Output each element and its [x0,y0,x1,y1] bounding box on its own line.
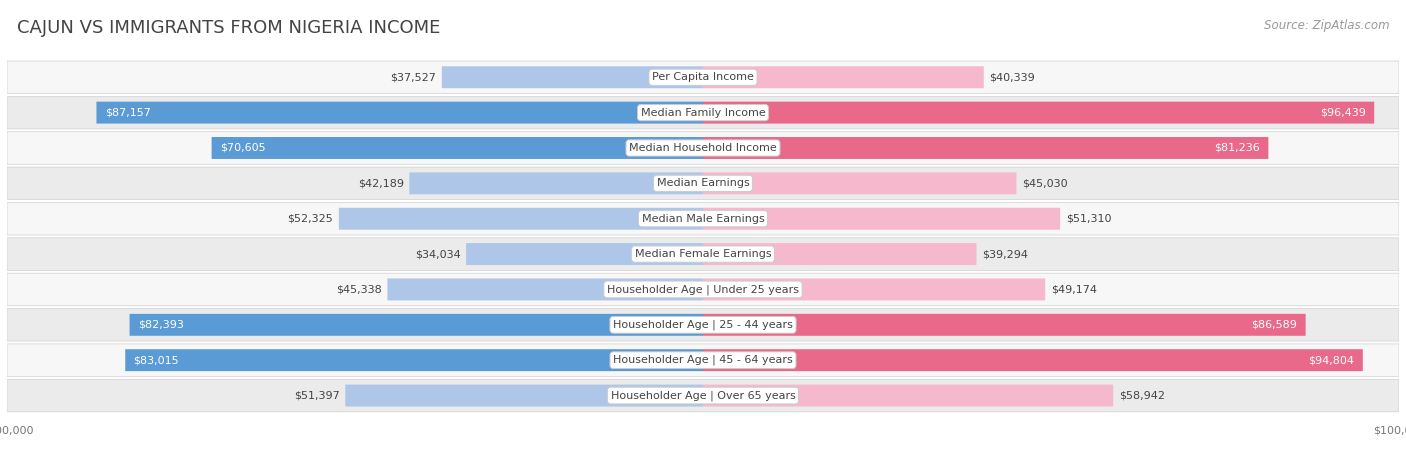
Text: Householder Age | 45 - 64 years: Householder Age | 45 - 64 years [613,355,793,366]
FancyBboxPatch shape [703,208,1060,230]
FancyBboxPatch shape [703,278,1045,300]
Text: $49,174: $49,174 [1050,284,1097,295]
FancyBboxPatch shape [346,385,703,406]
FancyBboxPatch shape [703,243,977,265]
Text: $51,310: $51,310 [1066,214,1111,224]
Text: Median Male Earnings: Median Male Earnings [641,214,765,224]
FancyBboxPatch shape [7,273,1399,306]
FancyBboxPatch shape [212,137,703,159]
FancyBboxPatch shape [7,203,1399,235]
FancyBboxPatch shape [97,102,703,124]
Text: $34,034: $34,034 [415,249,461,259]
FancyBboxPatch shape [7,61,1399,93]
Text: $70,605: $70,605 [219,143,266,153]
Text: Per Capita Income: Per Capita Income [652,72,754,82]
FancyBboxPatch shape [703,385,1114,406]
FancyBboxPatch shape [7,167,1399,199]
Text: $83,015: $83,015 [134,355,179,365]
Text: Median Family Income: Median Family Income [641,107,765,118]
FancyBboxPatch shape [7,344,1399,376]
Text: $45,030: $45,030 [1022,178,1067,188]
FancyBboxPatch shape [703,66,984,88]
FancyBboxPatch shape [703,172,1017,194]
Text: $82,393: $82,393 [138,320,184,330]
Text: $86,589: $86,589 [1251,320,1298,330]
FancyBboxPatch shape [129,314,703,336]
FancyBboxPatch shape [7,96,1399,129]
FancyBboxPatch shape [7,309,1399,341]
Text: Householder Age | Under 25 years: Householder Age | Under 25 years [607,284,799,295]
FancyBboxPatch shape [7,379,1399,412]
Text: Householder Age | 25 - 44 years: Householder Age | 25 - 44 years [613,319,793,330]
FancyBboxPatch shape [388,278,703,300]
Text: $40,339: $40,339 [990,72,1035,82]
Text: Source: ZipAtlas.com: Source: ZipAtlas.com [1264,19,1389,32]
Text: CAJUN VS IMMIGRANTS FROM NIGERIA INCOME: CAJUN VS IMMIGRANTS FROM NIGERIA INCOME [17,19,440,37]
FancyBboxPatch shape [7,238,1399,270]
Text: $94,804: $94,804 [1309,355,1354,365]
Text: Median Female Earnings: Median Female Earnings [634,249,772,259]
Text: $87,157: $87,157 [105,107,150,118]
Text: $39,294: $39,294 [981,249,1028,259]
FancyBboxPatch shape [125,349,703,371]
Text: $96,439: $96,439 [1320,107,1365,118]
Text: $45,338: $45,338 [336,284,382,295]
Text: $37,527: $37,527 [391,72,436,82]
Text: $51,397: $51,397 [294,390,340,401]
FancyBboxPatch shape [467,243,703,265]
Text: Householder Age | Over 65 years: Householder Age | Over 65 years [610,390,796,401]
Text: $42,189: $42,189 [357,178,404,188]
Text: Median Earnings: Median Earnings [657,178,749,188]
Text: $58,942: $58,942 [1119,390,1164,401]
Text: $81,236: $81,236 [1215,143,1260,153]
FancyBboxPatch shape [441,66,703,88]
Text: Median Household Income: Median Household Income [628,143,778,153]
Text: $52,325: $52,325 [287,214,333,224]
FancyBboxPatch shape [339,208,703,230]
FancyBboxPatch shape [7,132,1399,164]
FancyBboxPatch shape [703,349,1362,371]
FancyBboxPatch shape [409,172,703,194]
FancyBboxPatch shape [703,137,1268,159]
FancyBboxPatch shape [703,314,1306,336]
FancyBboxPatch shape [703,102,1374,124]
